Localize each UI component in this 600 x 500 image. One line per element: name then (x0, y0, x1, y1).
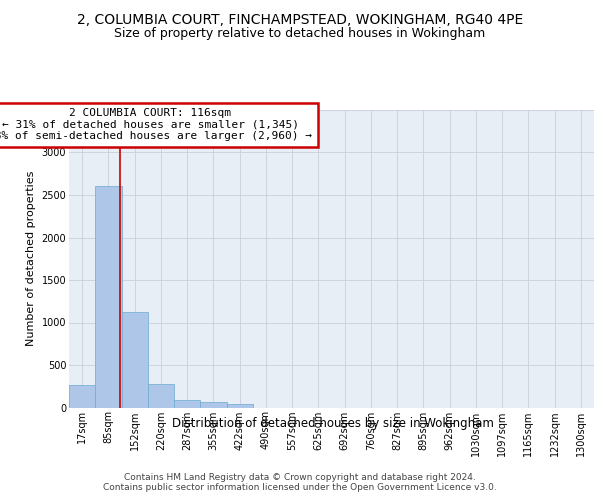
Text: Contains HM Land Registry data © Crown copyright and database right 2024.: Contains HM Land Registry data © Crown c… (124, 472, 476, 482)
Text: Contains public sector information licensed under the Open Government Licence v3: Contains public sector information licen… (103, 484, 497, 492)
Bar (200, 402, 227, 407)
Bar (227, 404, 253, 407)
Y-axis label: Number of detached properties: Number of detached properties (26, 171, 36, 346)
Bar (174, 400, 200, 407)
Text: 2, COLUMBIA COURT, FINCHAMPSTEAD, WOKINGHAM, RG40 4PE: 2, COLUMBIA COURT, FINCHAMPSTEAD, WOKING… (77, 12, 523, 26)
Text: 2 COLUMBIA COURT: 116sqm
← 31% of detached houses are smaller (1,345)
68% of sem: 2 COLUMBIA COURT: 116sqm ← 31% of detach… (0, 108, 313, 142)
Bar (95, 186, 121, 408)
Text: Distribution of detached houses by size in Wokingham: Distribution of detached houses by size … (172, 418, 494, 430)
Bar (121, 312, 148, 408)
Bar (148, 384, 174, 407)
Bar (69, 384, 95, 407)
Text: Size of property relative to detached houses in Wokingham: Size of property relative to detached ho… (115, 28, 485, 40)
